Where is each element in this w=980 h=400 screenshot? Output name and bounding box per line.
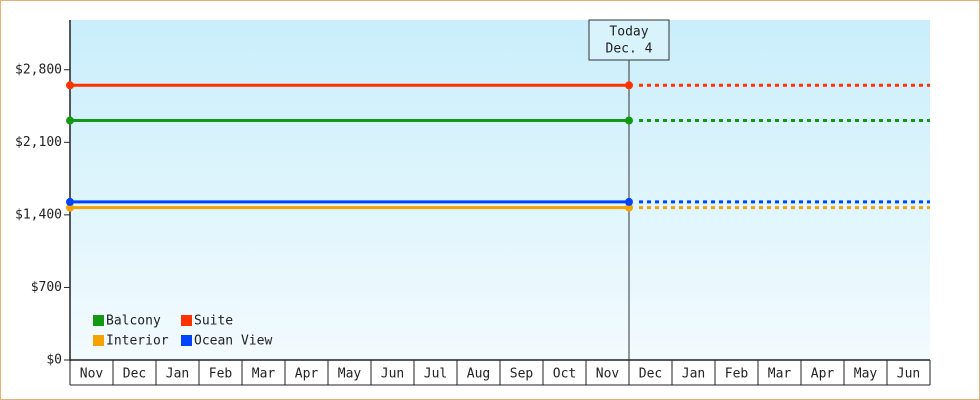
x-tick-label: Nov <box>596 367 620 382</box>
series-point <box>625 116 633 125</box>
series-point <box>625 197 633 206</box>
x-tick-label: Dec <box>639 367 662 382</box>
series-point <box>66 116 74 125</box>
x-tick-label: Dec <box>123 367 146 382</box>
x-tick-label: Jun <box>897 367 920 382</box>
x-tick-label: Jan <box>682 367 705 382</box>
x-tick-label: Feb <box>725 367 749 382</box>
x-tick-label: Aug <box>467 367 490 382</box>
x-tick-label: Apr <box>295 367 319 382</box>
x-tick-label: Mar <box>768 367 792 382</box>
series-point <box>66 81 74 90</box>
x-tick-label: Jun <box>381 367 404 382</box>
series-point <box>625 81 633 90</box>
series-point <box>66 197 74 206</box>
legend-label: Ocean View <box>194 334 272 349</box>
plot-area <box>70 20 930 360</box>
series-point <box>66 203 74 212</box>
y-tick-label: $2,800 <box>15 62 62 77</box>
today-label: Today <box>609 25 648 40</box>
x-tick-label: Oct <box>553 367 576 382</box>
x-tick-label: Jul <box>424 367 447 382</box>
legend-label: Balcony <box>106 314 161 329</box>
x-tick-label: May <box>338 367 362 382</box>
y-tick-label: $1,400 <box>15 207 62 222</box>
legend-label: Interior <box>106 334 169 349</box>
x-tick-label: Nov <box>80 367 104 382</box>
y-tick-label: $700 <box>31 280 62 295</box>
x-tick-label: Apr <box>811 367 835 382</box>
legend-swatch <box>93 315 104 326</box>
y-tick-label: $0 <box>46 353 62 368</box>
x-tick-label: Jan <box>166 367 189 382</box>
today-box <box>588 19 670 61</box>
series-point <box>625 203 633 212</box>
today-label: Dec. 4 <box>606 42 653 57</box>
x-tick-label: Sep <box>510 367 534 382</box>
x-tick-label: Feb <box>209 367 233 382</box>
legend-swatch <box>181 335 192 346</box>
x-tick-label: May <box>854 367 878 382</box>
y-tick-label: $2,100 <box>15 135 62 150</box>
legend-swatch <box>93 335 104 346</box>
x-tick-label: Mar <box>252 367 276 382</box>
legend-label: Suite <box>194 314 233 329</box>
legend-swatch <box>181 315 192 326</box>
